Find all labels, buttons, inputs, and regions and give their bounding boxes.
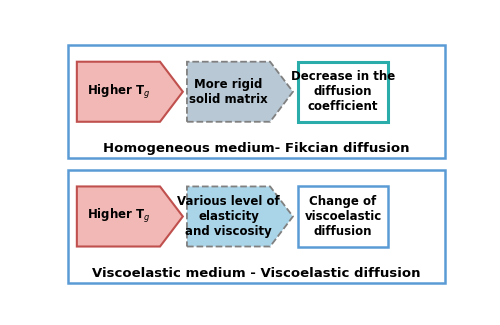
Text: Change of
viscoelastic
diffusion: Change of viscoelastic diffusion bbox=[304, 195, 382, 238]
Text: Decrease in the
diffusion
coefficient: Decrease in the diffusion coefficient bbox=[291, 70, 395, 113]
Polygon shape bbox=[68, 170, 445, 283]
Polygon shape bbox=[187, 187, 293, 247]
Text: Higher T$_g$: Higher T$_g$ bbox=[86, 207, 150, 226]
Polygon shape bbox=[298, 62, 388, 122]
Polygon shape bbox=[68, 45, 445, 158]
Polygon shape bbox=[77, 187, 183, 247]
Polygon shape bbox=[77, 62, 183, 122]
Text: Homogeneous medium- Fikcian diffusion: Homogeneous medium- Fikcian diffusion bbox=[103, 142, 410, 155]
Text: Higher T$_g$: Higher T$_g$ bbox=[86, 83, 150, 101]
Polygon shape bbox=[298, 187, 388, 247]
Polygon shape bbox=[187, 62, 293, 122]
Text: More rigid
solid matrix: More rigid solid matrix bbox=[189, 78, 268, 106]
Text: Viscoelastic medium - Viscoelastic diffusion: Viscoelastic medium - Viscoelastic diffu… bbox=[92, 266, 420, 280]
Text: Various level of
elasticity
and viscosity: Various level of elasticity and viscosit… bbox=[177, 195, 280, 238]
